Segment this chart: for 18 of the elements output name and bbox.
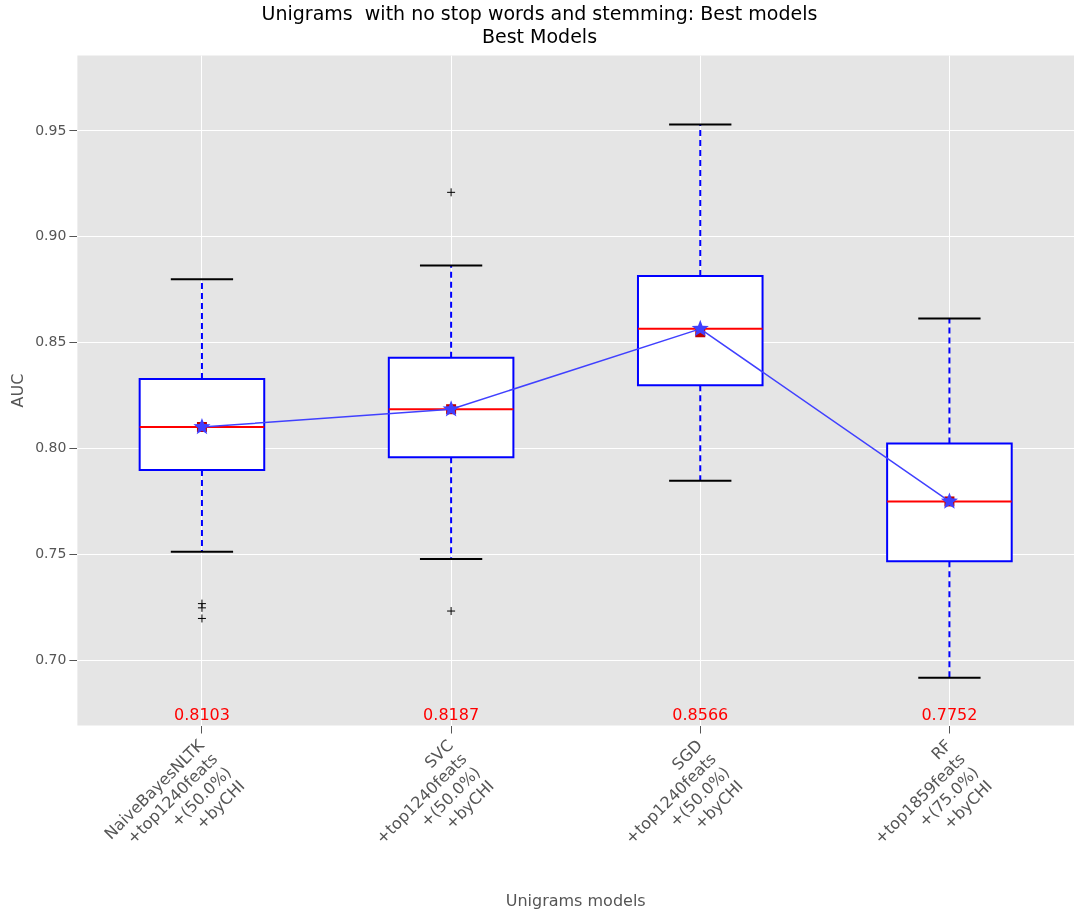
- point: [940, 492, 958, 509]
- point: [193, 418, 211, 435]
- y-tick-label: 0.80: [35, 439, 67, 456]
- point: [442, 400, 460, 417]
- annotation: 0.8566: [672, 704, 729, 724]
- y-tick-label: 0.95: [35, 121, 67, 138]
- chart-title: Unigrams with no stop words and stemming: Best models: [261, 2, 818, 25]
- y-tick-label: 0.85: [35, 333, 67, 350]
- point: [691, 319, 709, 337]
- annotation: 0.7752: [921, 704, 978, 724]
- y-tick-label: 0.75: [35, 545, 67, 562]
- y-axis-title: AUC: [7, 373, 27, 408]
- y-tick-label: 0.70: [35, 651, 67, 668]
- x-axis-title: Unigrams models: [505, 890, 646, 910]
- chart-subtitle: Best Models: [481, 25, 598, 48]
- annotation: 0.8103: [173, 704, 230, 724]
- annotation: 0.8187: [423, 704, 480, 724]
- y-tick-label: 0.90: [35, 227, 67, 244]
